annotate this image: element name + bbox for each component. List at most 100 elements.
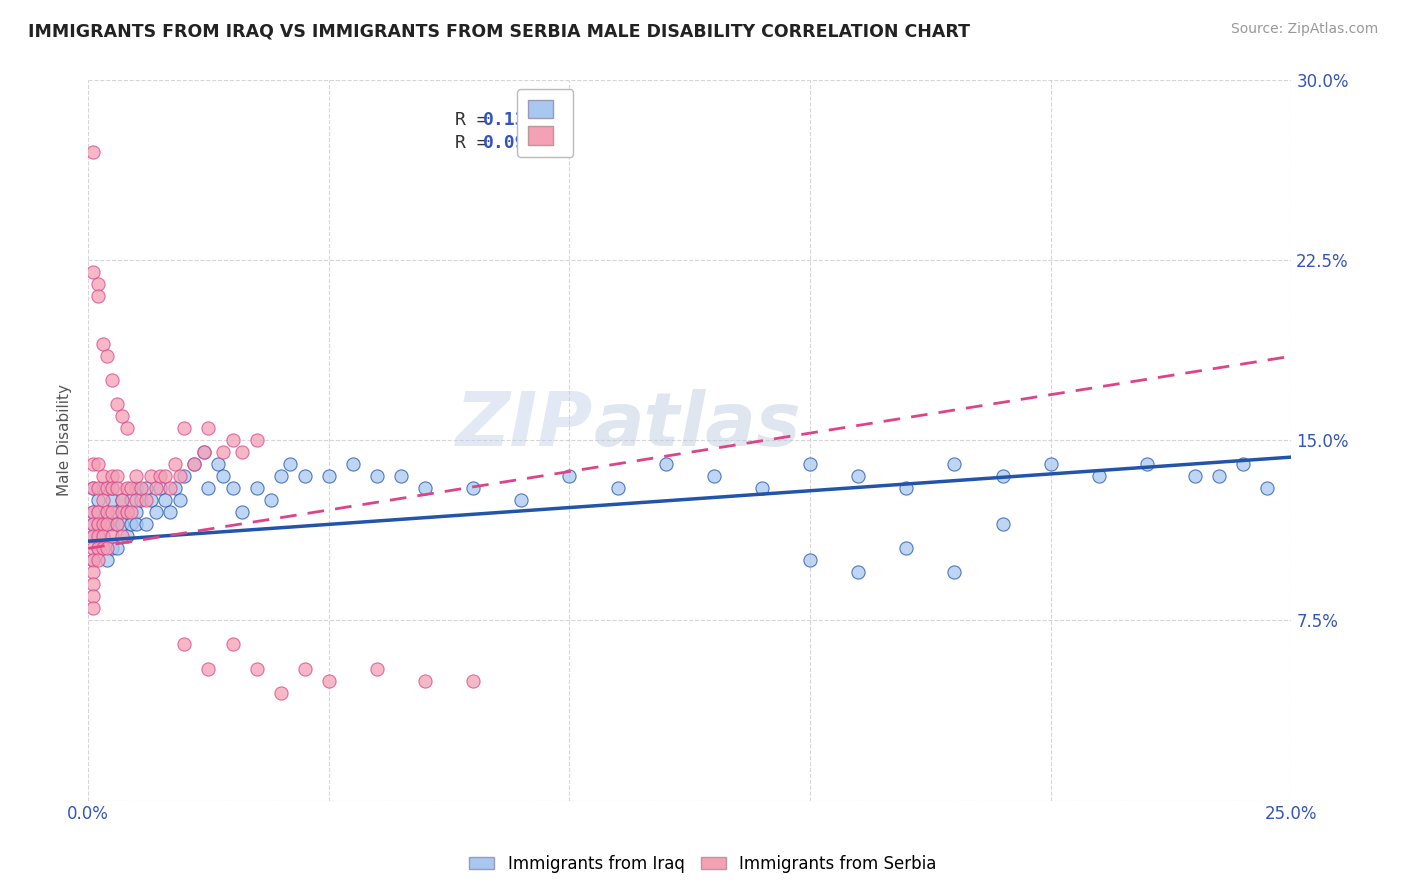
Point — [135, 481, 157, 495]
Point — [173, 638, 195, 652]
Point — [193, 445, 215, 459]
Point — [654, 458, 676, 472]
Point — [91, 517, 114, 532]
Point — [197, 421, 219, 435]
Point — [82, 529, 104, 543]
Point — [101, 469, 124, 483]
Point — [111, 505, 134, 519]
Point — [105, 505, 128, 519]
Point — [1184, 469, 1206, 483]
Point — [115, 529, 138, 543]
Point — [121, 517, 143, 532]
Point — [105, 397, 128, 411]
Point — [125, 469, 148, 483]
Point — [87, 289, 110, 303]
Point — [82, 553, 104, 567]
Point — [991, 517, 1014, 532]
Point — [510, 493, 533, 508]
Point — [129, 493, 152, 508]
Y-axis label: Male Disability: Male Disability — [58, 384, 72, 496]
Point — [294, 469, 316, 483]
Point — [197, 481, 219, 495]
Point — [135, 493, 157, 508]
Point — [87, 481, 110, 495]
Text: 80: 80 — [548, 135, 569, 153]
Point — [82, 481, 104, 495]
Point — [82, 265, 104, 279]
Text: N =: N = — [523, 135, 567, 153]
Point — [135, 517, 157, 532]
Point — [87, 541, 110, 556]
Point — [183, 458, 205, 472]
Point — [101, 493, 124, 508]
Point — [115, 481, 138, 495]
Point — [115, 505, 138, 519]
Point — [212, 469, 235, 483]
Point — [91, 529, 114, 543]
Point — [413, 673, 436, 688]
Point — [197, 661, 219, 675]
Point — [221, 638, 243, 652]
Point — [82, 601, 104, 615]
Point — [799, 458, 821, 472]
Point — [129, 481, 152, 495]
Text: 0.098: 0.098 — [482, 135, 537, 153]
Point — [463, 481, 485, 495]
Point — [101, 529, 124, 543]
Point — [82, 458, 104, 472]
Text: N =: N = — [523, 111, 567, 128]
Point — [1256, 481, 1278, 495]
Point — [846, 566, 869, 580]
Point — [389, 469, 412, 483]
Point — [105, 469, 128, 483]
Point — [105, 517, 128, 532]
Point — [896, 481, 918, 495]
Point — [991, 469, 1014, 483]
Point — [101, 373, 124, 387]
Point — [101, 481, 124, 495]
Point — [121, 493, 143, 508]
Text: R =: R = — [456, 135, 499, 153]
Point — [149, 469, 172, 483]
Point — [149, 481, 172, 495]
Point — [111, 493, 134, 508]
Point — [173, 421, 195, 435]
Point — [212, 445, 235, 459]
Point — [1088, 469, 1111, 483]
Point — [125, 493, 148, 508]
Point — [173, 469, 195, 483]
Point — [115, 421, 138, 435]
Point — [943, 566, 966, 580]
Point — [163, 481, 186, 495]
Point — [463, 673, 485, 688]
Point — [96, 517, 118, 532]
Legend: Immigrants from Iraq, Immigrants from Serbia: Immigrants from Iraq, Immigrants from Se… — [463, 848, 943, 880]
Point — [96, 349, 118, 363]
Point — [413, 481, 436, 495]
Point — [87, 517, 110, 532]
Point — [246, 481, 269, 495]
Point — [82, 541, 104, 556]
Point — [87, 505, 110, 519]
Point — [169, 493, 191, 508]
Point — [87, 505, 110, 519]
Point — [125, 481, 148, 495]
Point — [91, 517, 114, 532]
Point — [139, 469, 162, 483]
Point — [87, 529, 110, 543]
Point — [163, 458, 186, 472]
Point — [82, 529, 104, 543]
Point — [246, 434, 269, 448]
Point — [231, 445, 253, 459]
Point — [125, 505, 148, 519]
Point — [139, 493, 162, 508]
Point — [799, 553, 821, 567]
Point — [221, 434, 243, 448]
Point — [943, 458, 966, 472]
Point — [96, 481, 118, 495]
Point — [87, 277, 110, 292]
Point — [111, 409, 134, 424]
Point — [318, 469, 340, 483]
Text: atlas: atlas — [593, 390, 801, 462]
Point — [193, 445, 215, 459]
